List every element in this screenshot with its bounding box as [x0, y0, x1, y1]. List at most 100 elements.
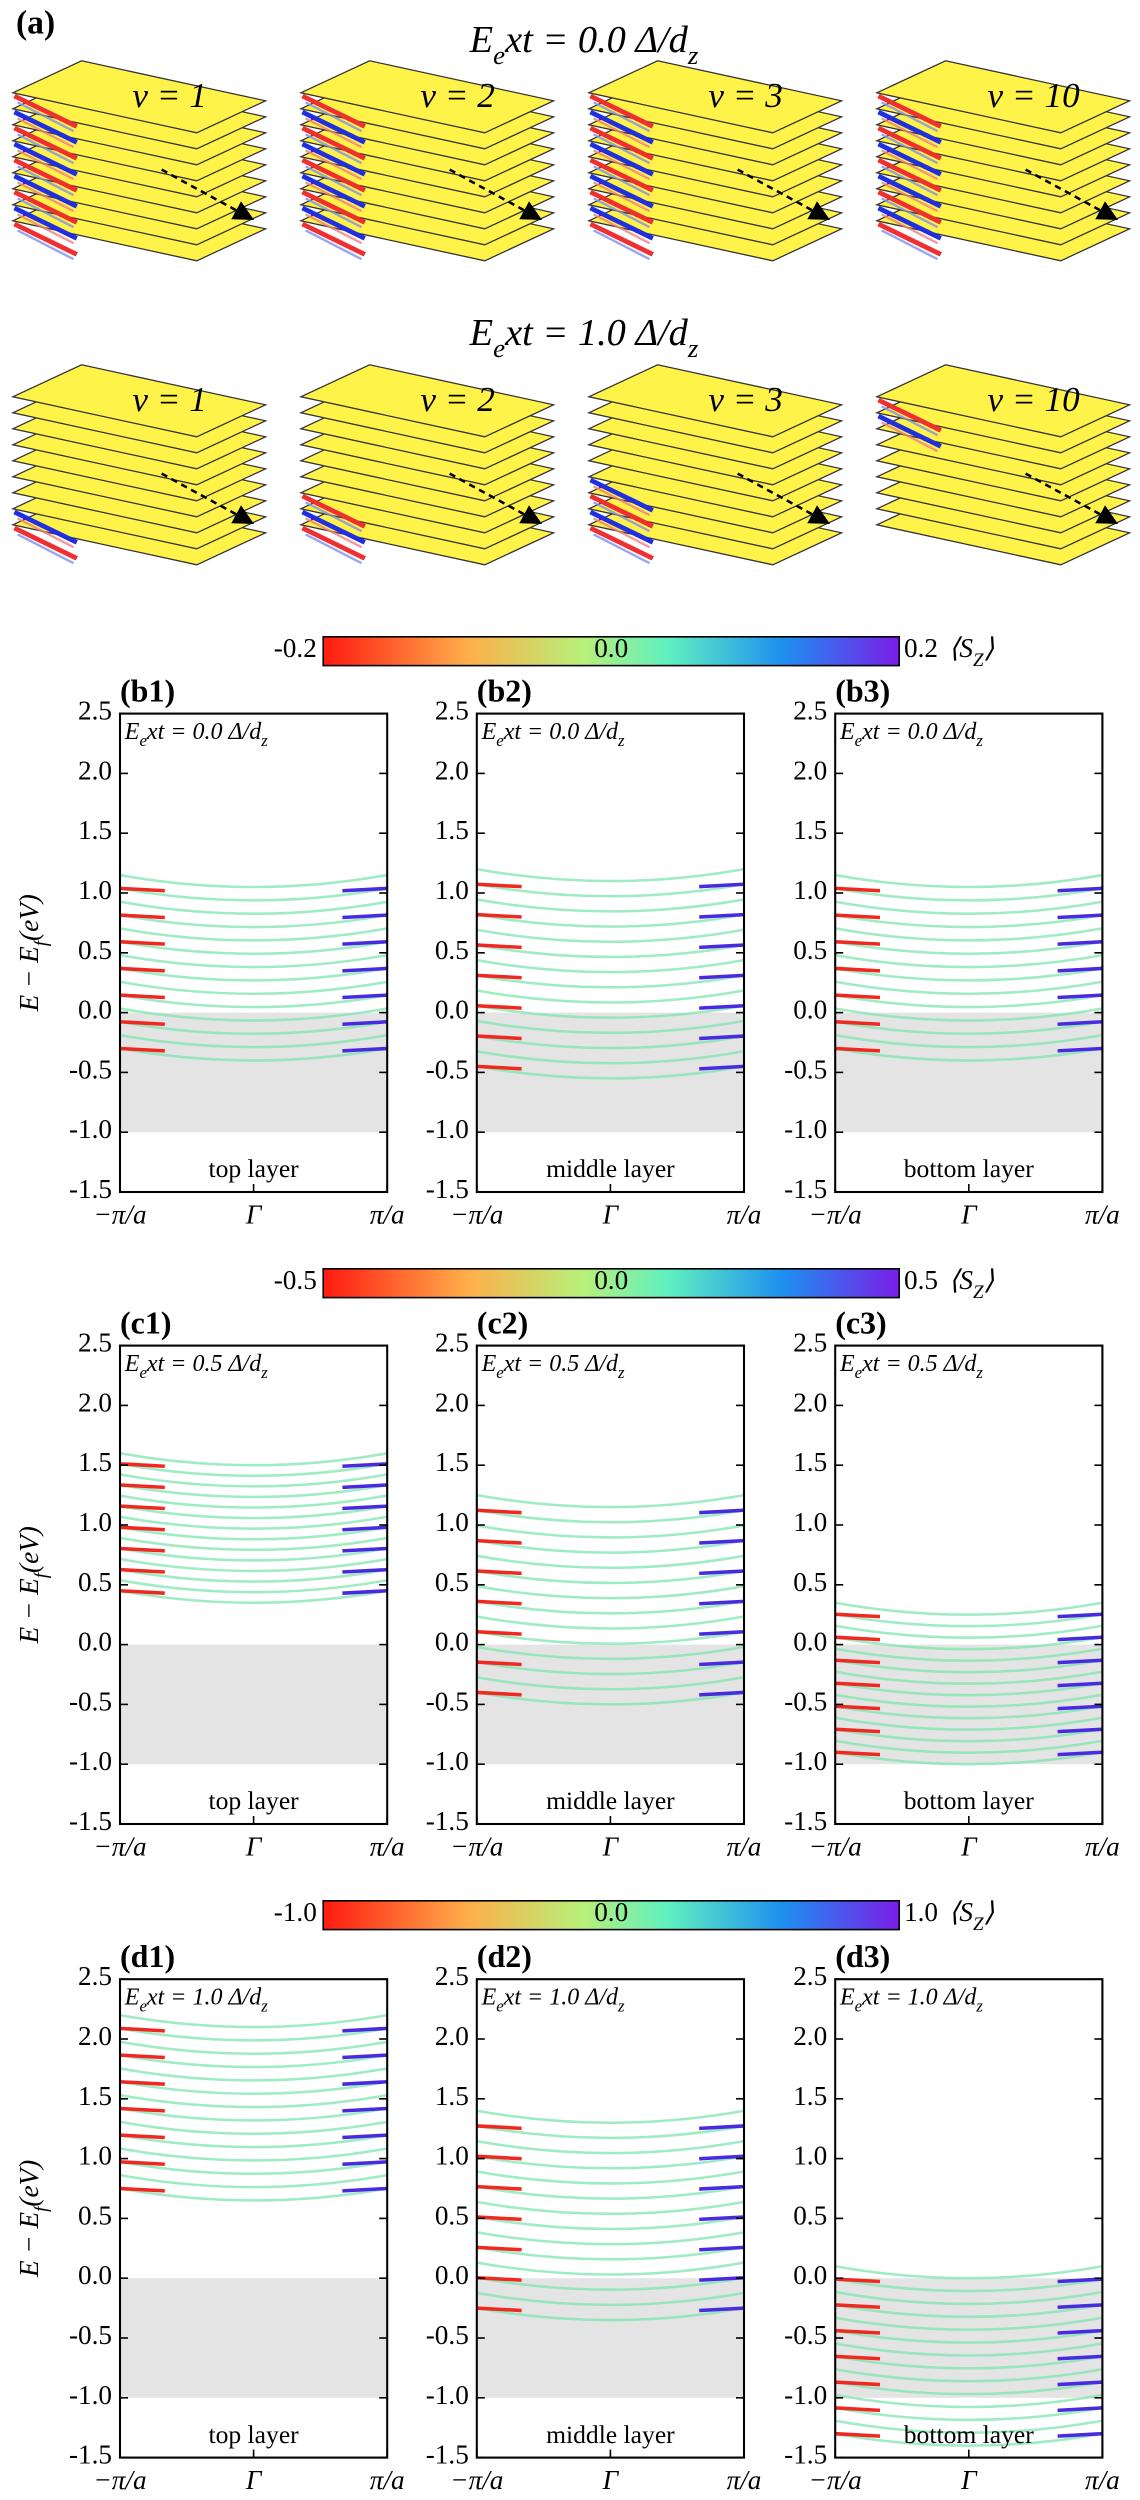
colorbar-max: 0.5 [904, 1265, 938, 1295]
band [834, 1601, 1103, 1616]
band [119, 2067, 388, 2082]
band [834, 2432, 1103, 2447]
panel-label: (c3) [835, 1305, 887, 1341]
edge-state [593, 229, 651, 261]
band-edge [1057, 993, 1103, 1000]
band-edge [835, 1046, 881, 1053]
edge-state [877, 173, 942, 209]
x-tick-label: −π/a [450, 1200, 503, 1230]
x-tick-label: Γ [960, 1200, 978, 1230]
band-edge [835, 1020, 881, 1026]
edge-state [589, 525, 654, 561]
band-edge [1057, 913, 1103, 920]
y-tick-label: -1.0 [784, 2380, 827, 2410]
y-tick-label: 0.5 [435, 1567, 469, 1597]
y-tick-label: -1.5 [426, 1806, 469, 1836]
y-tick-label: 2.5 [793, 1961, 827, 1991]
layer-stack: v = 3 [586, 364, 844, 566]
band [476, 2261, 745, 2276]
band-edge [476, 973, 522, 980]
x-tick-label: −π/a [93, 1832, 146, 1862]
band-edge [835, 2406, 881, 2413]
edge-state [593, 533, 651, 565]
edge-state [589, 509, 654, 545]
band-edge [342, 2053, 388, 2060]
edge-state [589, 205, 654, 241]
band [119, 1504, 388, 1520]
band-edge [476, 2124, 522, 2131]
band-edge [699, 1690, 745, 1697]
band [119, 967, 388, 982]
band [476, 913, 745, 928]
band [119, 1007, 388, 1022]
band-edge [1057, 2354, 1103, 2361]
band [834, 1624, 1103, 1639]
layer-label: bottom layer [904, 1154, 1035, 1183]
dashed-arrow [448, 168, 543, 221]
band-edge [476, 1003, 522, 1010]
y-tick-label: 1.5 [435, 2081, 469, 2111]
band [834, 2393, 1103, 2409]
edge-state [17, 197, 75, 229]
edge-state [301, 205, 366, 241]
band-edge [699, 2215, 745, 2222]
band [476, 1630, 745, 1645]
edge-state [593, 149, 651, 181]
band [119, 1473, 388, 1488]
band-edge [699, 2184, 745, 2191]
band [476, 943, 745, 959]
band [476, 1584, 745, 1600]
layer-label: bottom layer [904, 2420, 1035, 2449]
band-edge [699, 1003, 745, 1010]
dashed-arrow [160, 168, 255, 221]
panel-label: (b3) [835, 673, 890, 709]
band [834, 2264, 1103, 2280]
band [119, 1578, 388, 1594]
band-edge [835, 2303, 881, 2310]
x-tick-label: π/a [370, 1200, 405, 1230]
edge-state [877, 397, 942, 433]
band-edge [119, 2160, 165, 2166]
x-tick-label: −π/a [809, 1832, 862, 1862]
band [476, 2200, 745, 2216]
layer-stack: v = 10 [874, 60, 1132, 262]
band-edge [476, 912, 522, 919]
y-tick-label: -1.5 [69, 1174, 112, 1204]
band [834, 1693, 1103, 1708]
layer-stack: v = 1 [10, 364, 268, 566]
layer-label: top layer [208, 1786, 299, 1815]
band-edge [835, 2431, 881, 2438]
band [476, 1004, 745, 1019]
panel-label: (d3) [835, 1938, 890, 1974]
band-edge [119, 1567, 165, 1574]
band-edge [699, 1034, 745, 1041]
band [476, 1065, 745, 1080]
edge-state [17, 117, 75, 149]
x-tick-label: −π/a [809, 2465, 862, 2495]
edge-state [305, 117, 363, 149]
band-edge [699, 2306, 745, 2313]
band [834, 2419, 1103, 2434]
band-edge [835, 913, 881, 920]
y-tick-label: 2.0 [435, 2021, 469, 2051]
band [834, 993, 1103, 1009]
edge-state [301, 93, 366, 129]
edge-state [17, 149, 75, 181]
edge-state [877, 205, 942, 241]
band-edge [1057, 2303, 1103, 2310]
band-edge [835, 2354, 881, 2361]
band [834, 980, 1103, 995]
y-tick-label: 0.0 [793, 1627, 827, 1657]
band-edge [835, 2328, 881, 2335]
band [834, 1612, 1103, 1628]
occupied-region [835, 1012, 1103, 1133]
band-edge [119, 940, 165, 946]
band-edge [119, 2080, 165, 2086]
band-edge [699, 943, 745, 950]
band-edge [119, 1020, 165, 1026]
band [476, 1569, 745, 1585]
band [119, 2147, 388, 2162]
band [119, 2133, 388, 2149]
band [476, 2215, 745, 2231]
